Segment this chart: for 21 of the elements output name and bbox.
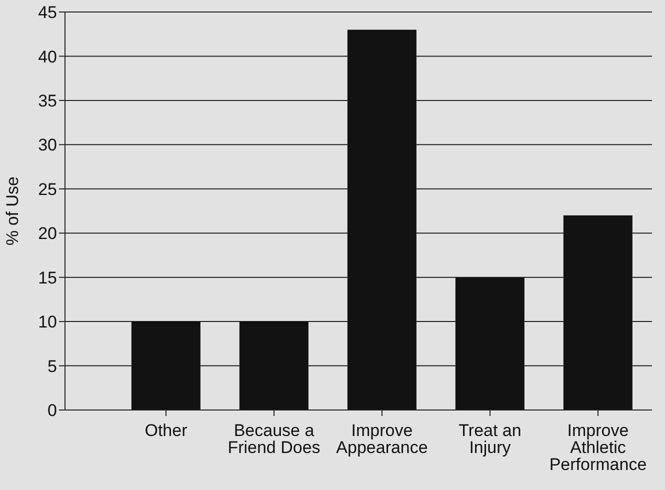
y-tick-label: 45 [38,3,57,22]
bar [131,322,200,410]
y-tick-label: 10 [38,312,57,332]
y-tick-label: 0 [48,401,57,420]
x-tick-label: Other [144,421,188,440]
y-tick-label: 20 [38,224,57,244]
bar [563,215,632,410]
x-tick-label: Improve Appearance [336,421,428,458]
x-tick-label: Because a Friend Does [228,421,320,458]
x-tick-label: Treat an Injury [458,421,522,458]
y-tick-label: 25 [38,180,57,199]
y-tick-label: 35 [38,91,57,110]
y-tick-label: 30 [38,136,57,155]
y-tick-label: 15 [38,268,57,288]
y-axis-title: % of Use [3,176,22,246]
y-tick-label: 5 [48,356,57,376]
y-tick-label: 40 [38,47,57,66]
bar [239,322,308,410]
bar [455,277,524,410]
bar [347,30,416,410]
x-tick-label: Improve Athletic Performance [549,421,647,474]
